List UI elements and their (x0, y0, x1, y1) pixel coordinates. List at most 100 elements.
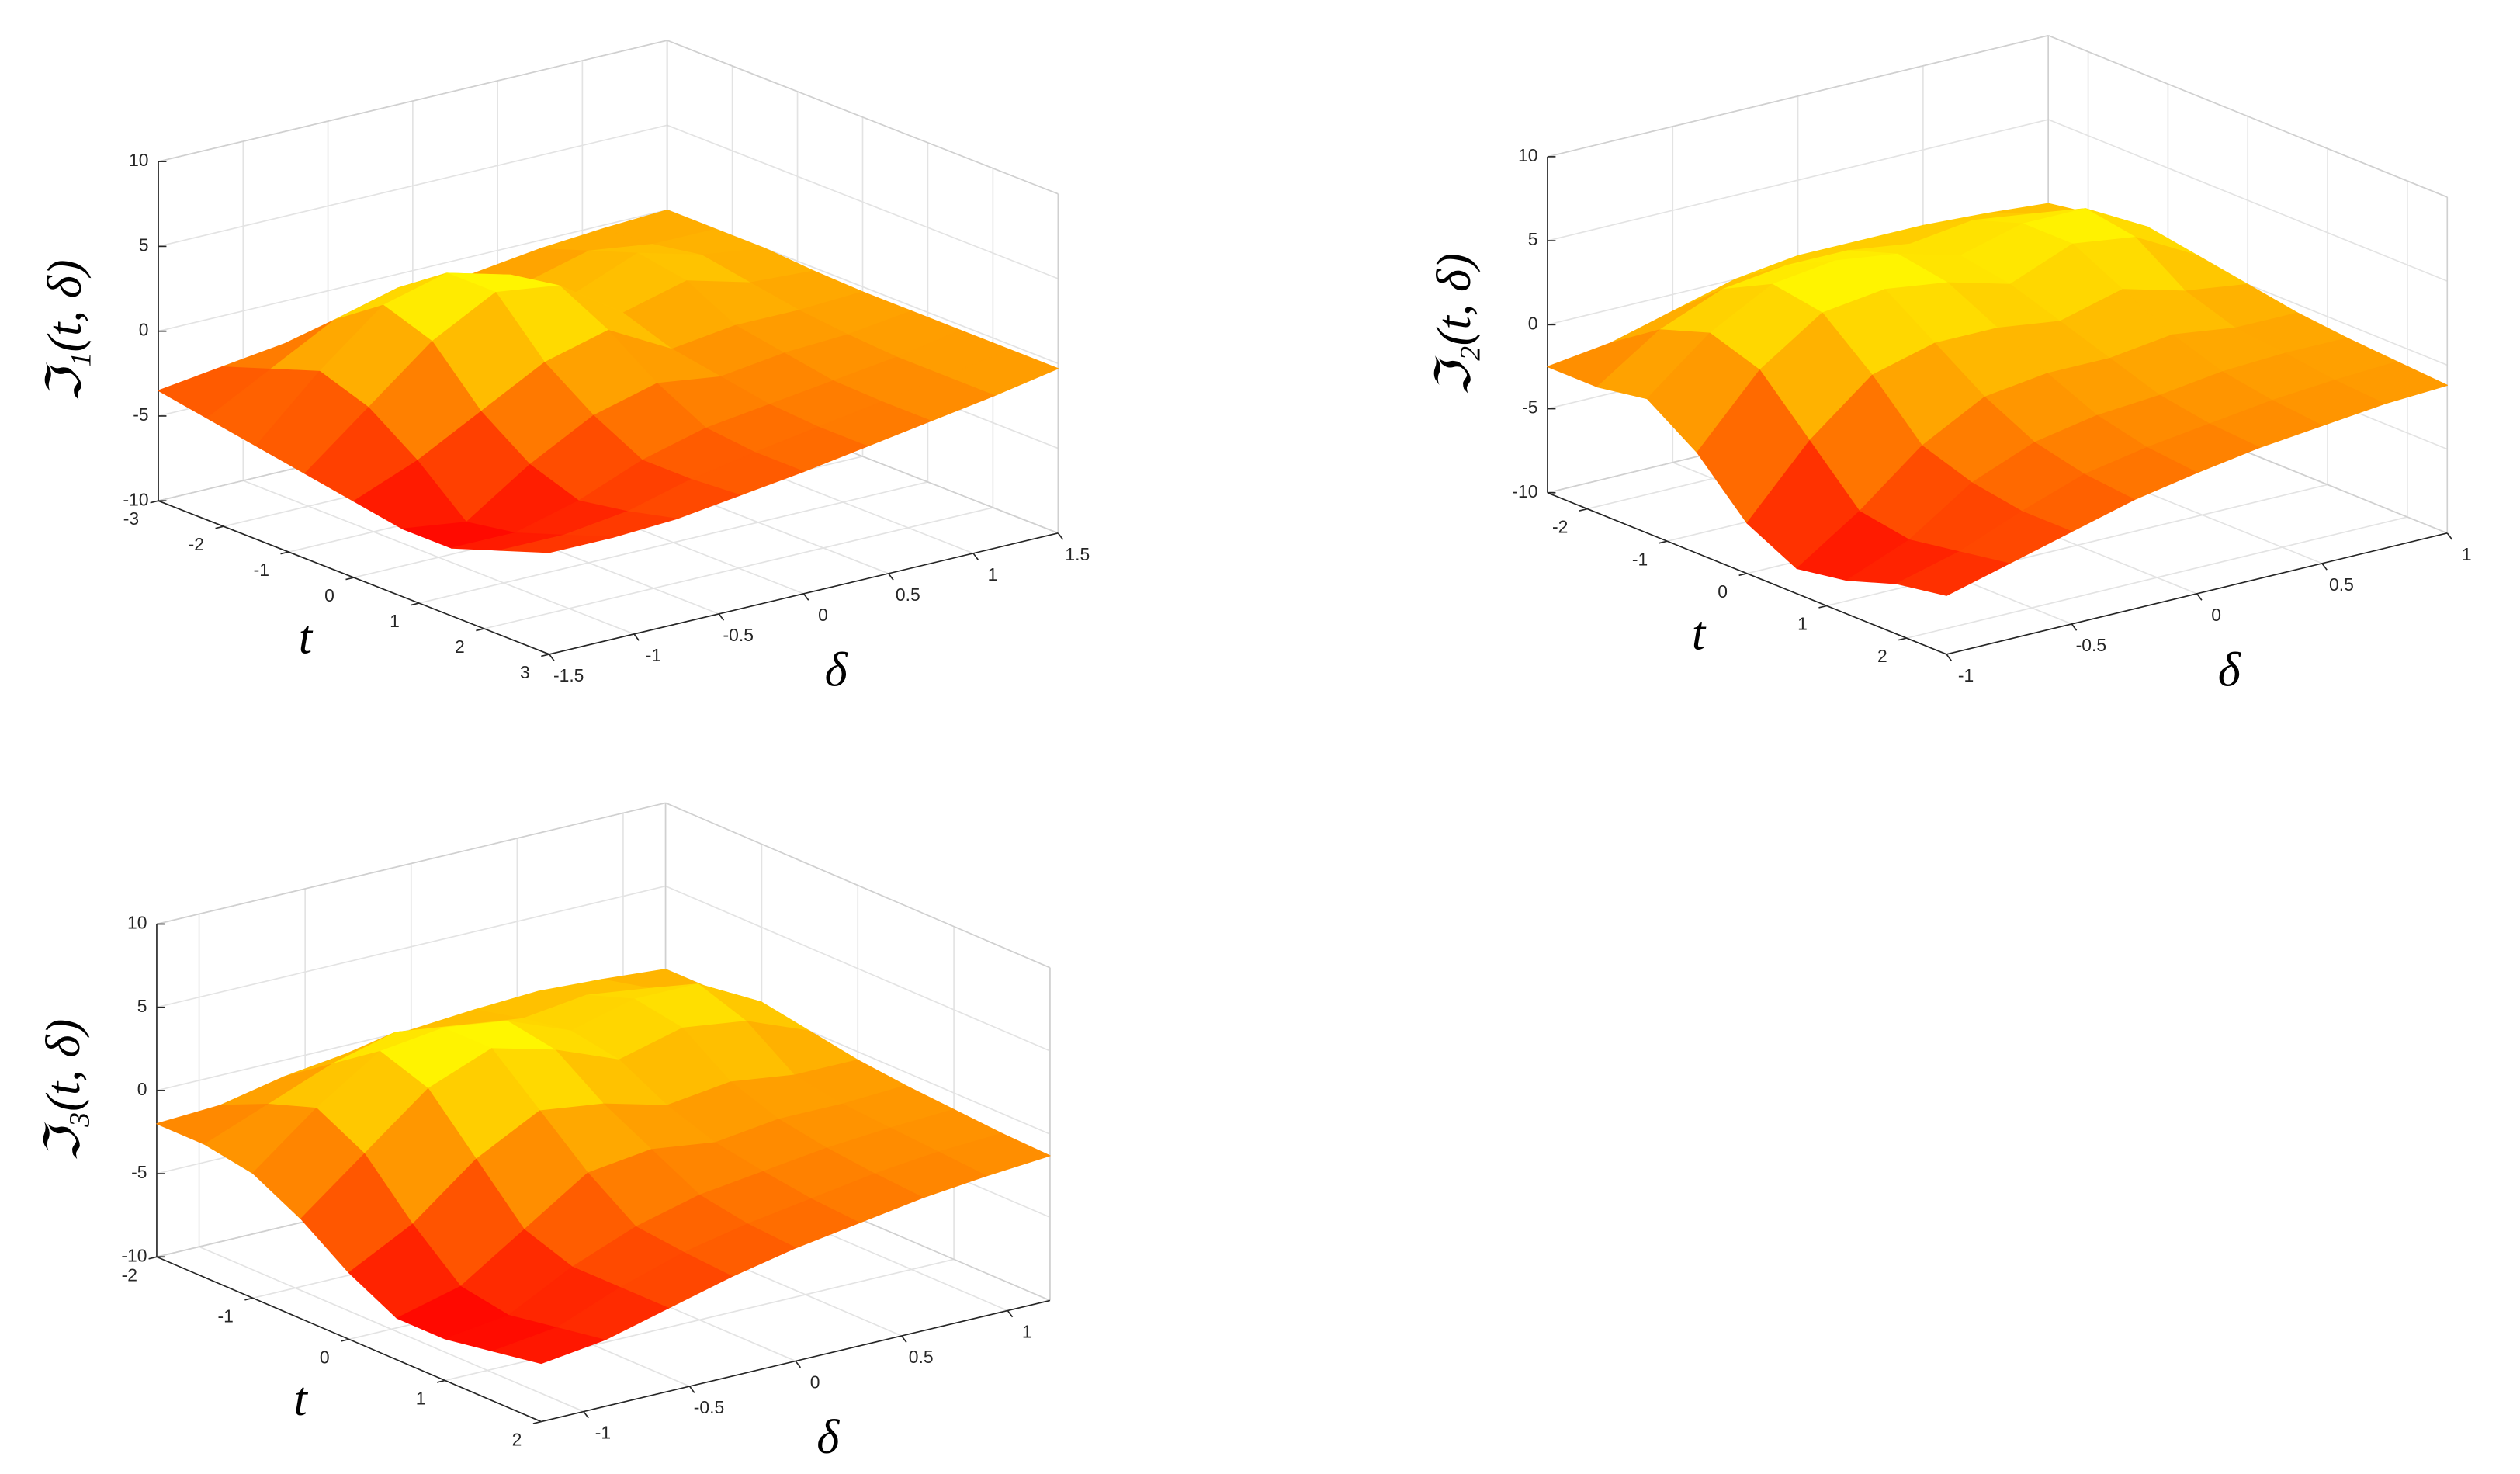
y-tick-label: -1.5 (553, 665, 584, 685)
tick-mark (1946, 654, 1952, 661)
tick-mark (802, 593, 809, 601)
z-tick-label: 10 (127, 913, 147, 933)
tick-mark (1898, 637, 1907, 641)
grid-line (665, 885, 1051, 1052)
tick-mark (1579, 508, 1588, 512)
box-edge (156, 802, 666, 925)
tick-mark (476, 628, 484, 632)
y-tick-label: 1 (988, 564, 998, 584)
box-edge (667, 40, 1059, 195)
box-edge (158, 40, 667, 162)
z-tick-label: 10 (1518, 145, 1537, 165)
y-tick-label: -0.5 (723, 625, 754, 645)
x-tick-label: -1 (217, 1306, 233, 1326)
y-tick-label: 0 (818, 605, 828, 625)
tick-mark (436, 1379, 445, 1383)
grid-line (1547, 119, 2049, 241)
grid-line (158, 209, 667, 332)
tick-mark (2446, 532, 2453, 540)
x-tick-label: 1 (390, 611, 400, 631)
y-tick-label: 0.5 (896, 584, 920, 605)
tick-mark (341, 1338, 349, 1342)
box-edge (665, 802, 1051, 969)
y-tick-label: -0.5 (694, 1397, 724, 1417)
tick-mark (148, 1256, 158, 1260)
surface-face (500, 534, 614, 553)
tick-mark (1057, 532, 1064, 540)
y-tick-label: 1 (2462, 544, 2472, 564)
grid-line (199, 1246, 584, 1413)
x-tick-label: -2 (189, 534, 204, 554)
z-tick-label: 5 (137, 996, 147, 1016)
tick-mark (718, 613, 725, 621)
z-tick-label: -5 (131, 1162, 147, 1182)
tick-mark (2321, 563, 2328, 571)
y-tick-label: 1 (1022, 1322, 1032, 1342)
z-tick-label: -10 (123, 489, 148, 509)
tick-mark (1659, 540, 1668, 544)
tick-mark (633, 633, 640, 641)
z-tick-label: -10 (1512, 481, 1537, 501)
tick-mark (972, 553, 979, 560)
z-axis-label: ℑ₂(t, δ) (1426, 253, 1481, 396)
tick-mark (1007, 1309, 1014, 1318)
grid-line (156, 885, 666, 1008)
tick-mark (532, 1420, 542, 1424)
y-tick-label: 0 (810, 1372, 820, 1392)
box-edge (1547, 34, 2049, 158)
x-tick-label: 0 (324, 585, 334, 605)
y-axis-label: δ (816, 1410, 840, 1464)
tick-mark (2196, 593, 2203, 601)
tick-mark (150, 500, 159, 504)
tick-mark (411, 602, 420, 606)
tick-mark (583, 1411, 589, 1419)
x-tick-label: -1 (254, 560, 269, 580)
grid-line (158, 124, 667, 248)
z-tick-label: 5 (1528, 229, 1538, 249)
tick-mark (1818, 605, 1828, 609)
z-tick-label: 5 (139, 234, 149, 255)
x-tick-label: 2 (512, 1430, 522, 1450)
x-tick-label: 1 (1797, 614, 1808, 634)
z-tick-label: 0 (1528, 313, 1538, 333)
z-tick-label: -10 (121, 1245, 147, 1265)
tick-mark (2071, 623, 2078, 631)
x-tick-label: 2 (455, 636, 465, 657)
y-tick-label: -1 (1958, 665, 1974, 685)
tick-mark (901, 1335, 907, 1343)
tick-mark (549, 654, 555, 661)
x-tick-label: 1 (416, 1389, 426, 1409)
x-axis-label: t (294, 1372, 309, 1426)
z-axis-label: ℑ₁(t, δ) (37, 259, 92, 402)
surface-face (492, 1327, 605, 1365)
y-axis-label: δ (825, 642, 848, 696)
x-tick-label: 0 (320, 1347, 330, 1367)
y-tick-label: 1.5 (1065, 544, 1090, 564)
grid-line (2047, 119, 2448, 282)
grid-line (243, 480, 635, 635)
box-edge (2047, 35, 2448, 198)
x-tick-label: -2 (122, 1264, 137, 1285)
tick-mark (795, 1361, 802, 1368)
z-axis-label: ℑ₃(t, δ) (36, 1019, 90, 1162)
y-tick-label: 0.5 (2329, 574, 2354, 595)
z-tick-label: 0 (139, 320, 149, 340)
x-tick-label: -1 (1632, 549, 1648, 569)
tick-mark (541, 654, 549, 657)
x-axis-label: t (1692, 605, 1707, 660)
tick-mark (280, 551, 289, 555)
y-tick-label: 0.5 (909, 1347, 934, 1367)
x-tick-label: 0 (1718, 581, 1728, 602)
y-tick-label: -1 (646, 645, 661, 665)
z-tick-label: 0 (137, 1079, 147, 1099)
x-tick-label: 3 (520, 662, 530, 682)
tick-mark (888, 573, 894, 581)
tick-mark (1738, 573, 1748, 577)
x-tick-label: -2 (1552, 517, 1568, 537)
y-axis-label: δ (2218, 642, 2241, 696)
tick-mark (244, 1297, 253, 1301)
x-tick-label: -3 (123, 508, 139, 529)
z-tick-label: -5 (1522, 397, 1537, 418)
